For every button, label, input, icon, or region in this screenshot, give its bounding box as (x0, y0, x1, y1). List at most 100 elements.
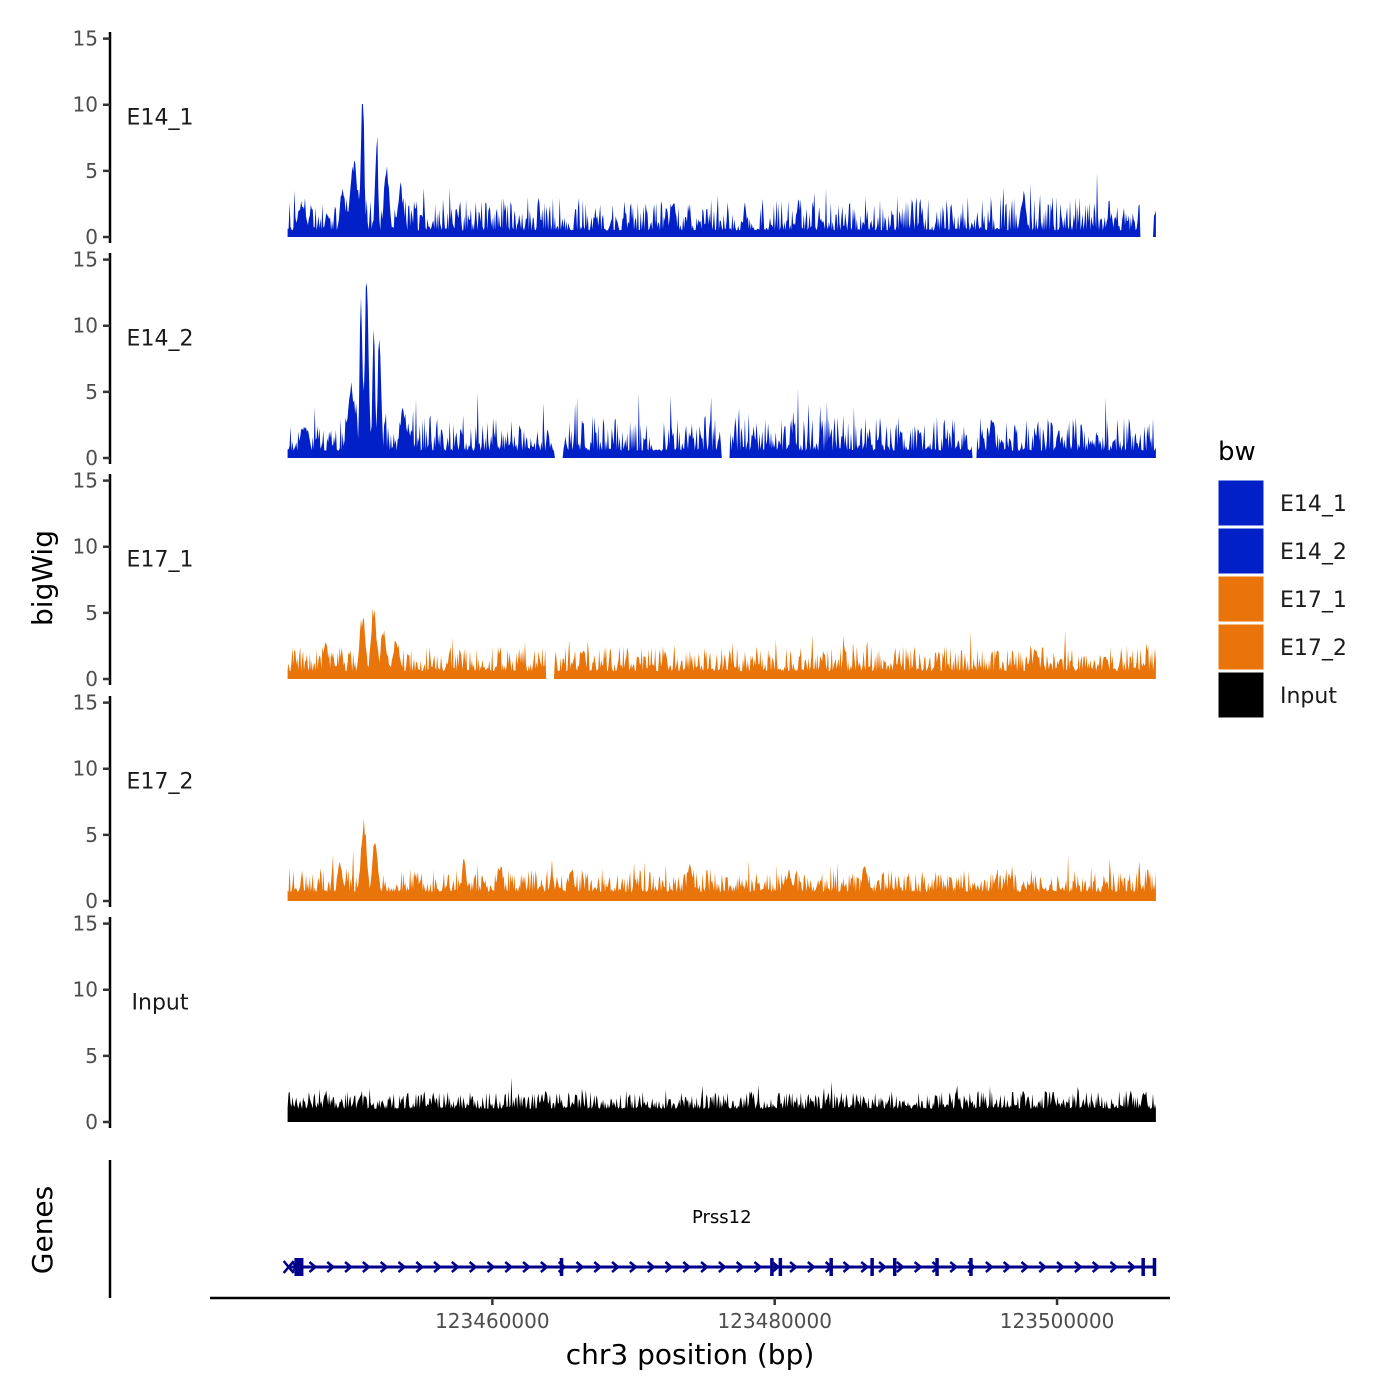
legend-label-E14_2: E14_2 (1280, 540, 1347, 565)
track-E14_2: 0 5 10 15 E14_2 (73, 248, 1156, 470)
gene-exon (935, 1258, 939, 1276)
track-label-Input: Input (132, 991, 189, 1016)
gene-exon (294, 1258, 304, 1276)
x-tick-label: 123500000 (1000, 1309, 1115, 1333)
strand-chevron (433, 1261, 442, 1273)
strand-chevron (611, 1261, 620, 1273)
y-tick-label: 5 (85, 601, 98, 625)
gene-name-label: Prss12 (692, 1207, 752, 1228)
strand-chevron (1002, 1261, 1012, 1273)
y-axis-title: bigWig (26, 530, 59, 626)
y-tick-label: 10 (73, 757, 98, 781)
legend-swatch-E17_1 (1217, 575, 1265, 623)
track-E17_1: 0 5 10 15 E17_1 (73, 469, 1156, 691)
strand-chevron (379, 1261, 389, 1273)
strand-chevron (326, 1261, 336, 1273)
strand-chevron (878, 1261, 887, 1273)
legend-label-Input: Input (1280, 684, 1337, 709)
signal-area-Input (287, 1077, 1156, 1122)
y-tick-label: 10 (73, 535, 98, 559)
strand-chevron (504, 1261, 514, 1273)
gene-exon (1152, 1258, 1157, 1276)
strand-chevron (1020, 1261, 1030, 1273)
strand-chevron (1109, 1261, 1119, 1273)
strand-chevron (735, 1261, 745, 1273)
strand-chevron (1074, 1261, 1083, 1273)
y-tick-label: 15 (73, 469, 98, 493)
gene-exon (870, 1258, 874, 1276)
x-tick-label: 123460000 (435, 1309, 550, 1333)
strand-chevron (1038, 1261, 1048, 1273)
legend-label-E14_1: E14_1 (1280, 492, 1347, 517)
y-tick-label: 5 (85, 1044, 98, 1068)
y-tick-label: 10 (73, 93, 98, 117)
x-tick-label: 123480000 (717, 1309, 832, 1333)
legend-swatch-E14_1 (1217, 479, 1265, 527)
y-tick-label: 10 (73, 314, 98, 338)
strand-chevron (308, 1261, 318, 1273)
strand-chevron (1127, 1261, 1137, 1273)
strand-chevron (575, 1261, 585, 1273)
strand-chevron (362, 1261, 371, 1273)
track-label-E17_2: E17_2 (127, 770, 194, 795)
legend-swatch-Input (1217, 671, 1265, 719)
strand-chevron (451, 1261, 460, 1273)
y-tick-label: 0 (85, 225, 98, 249)
gene-exon (559, 1258, 564, 1276)
gene-start-marker (282, 1260, 295, 1274)
gene-exon (1141, 1258, 1145, 1276)
strand-chevron (807, 1261, 816, 1273)
gene-exon (778, 1258, 783, 1276)
track-label-E14_2: E14_2 (127, 327, 194, 352)
signal-area-E14_1 (287, 103, 1156, 238)
y-tick-label: 0 (85, 889, 98, 913)
legend: bw E14_1 E14_2 E17_1 E17_2 Input (1217, 437, 1347, 719)
x-axis: 123460000 123480000 123500000 (210, 1296, 1170, 1333)
track-Input: 0 5 10 15 Input (73, 912, 1156, 1134)
strand-chevron (415, 1261, 425, 1273)
gene-exon (770, 1258, 774, 1276)
strand-chevron (860, 1261, 870, 1273)
strand-chevron (344, 1261, 353, 1273)
strand-chevron (753, 1261, 763, 1273)
track-E17_2: 0 5 10 15 E17_2 (73, 691, 1156, 913)
y-tick-label: 15 (73, 27, 98, 51)
y-tick-label: 15 (73, 248, 98, 272)
x-axis-title: chr3 position (bp) (566, 1338, 815, 1371)
legend-swatch-E17_2 (1217, 623, 1265, 671)
strand-chevron (842, 1261, 852, 1273)
signal-tracks: 0 5 10 15 E14_1 0 5 10 15 E14_2 0 5 10 15 E17_1 0 5 10 15 E… (73, 27, 1156, 1134)
strand-chevron (718, 1261, 727, 1273)
y-tick-label: 5 (85, 159, 98, 183)
strand-chevron (629, 1261, 638, 1273)
y-tick-label: 0 (85, 446, 98, 470)
legend-title: bw (1218, 437, 1256, 467)
y-tick-label: 15 (73, 912, 98, 936)
y-tick-label: 10 (73, 978, 98, 1002)
track-E14_1: 0 5 10 15 E14_1 (73, 27, 1156, 249)
y-tick-label: 5 (85, 823, 98, 847)
strand-chevron (397, 1261, 407, 1273)
y-tick-label: 0 (85, 667, 98, 691)
strand-chevron (522, 1261, 531, 1273)
strand-chevron (682, 1261, 692, 1273)
strand-chevron (468, 1261, 478, 1273)
gene-exon (969, 1258, 973, 1276)
strand-chevron (593, 1261, 603, 1273)
gene-exon (892, 1258, 897, 1276)
gene-track: Prss12 (108, 1160, 1157, 1298)
strand-chevron (913, 1261, 923, 1273)
y-tick-label: 0 (85, 1110, 98, 1134)
y-tick-label: 5 (85, 380, 98, 404)
signal-area-E17_1 (287, 608, 1156, 679)
strand-chevron (664, 1261, 674, 1273)
y-tick-label: 15 (73, 691, 98, 715)
gene-exon (829, 1258, 833, 1276)
strand-chevron (896, 1261, 905, 1273)
signal-area-E17_2 (287, 818, 1156, 901)
strand-chevron (1091, 1261, 1101, 1273)
strand-chevron (771, 1261, 781, 1273)
track-label-E17_1: E17_1 (127, 548, 194, 573)
strand-chevron (540, 1261, 549, 1273)
